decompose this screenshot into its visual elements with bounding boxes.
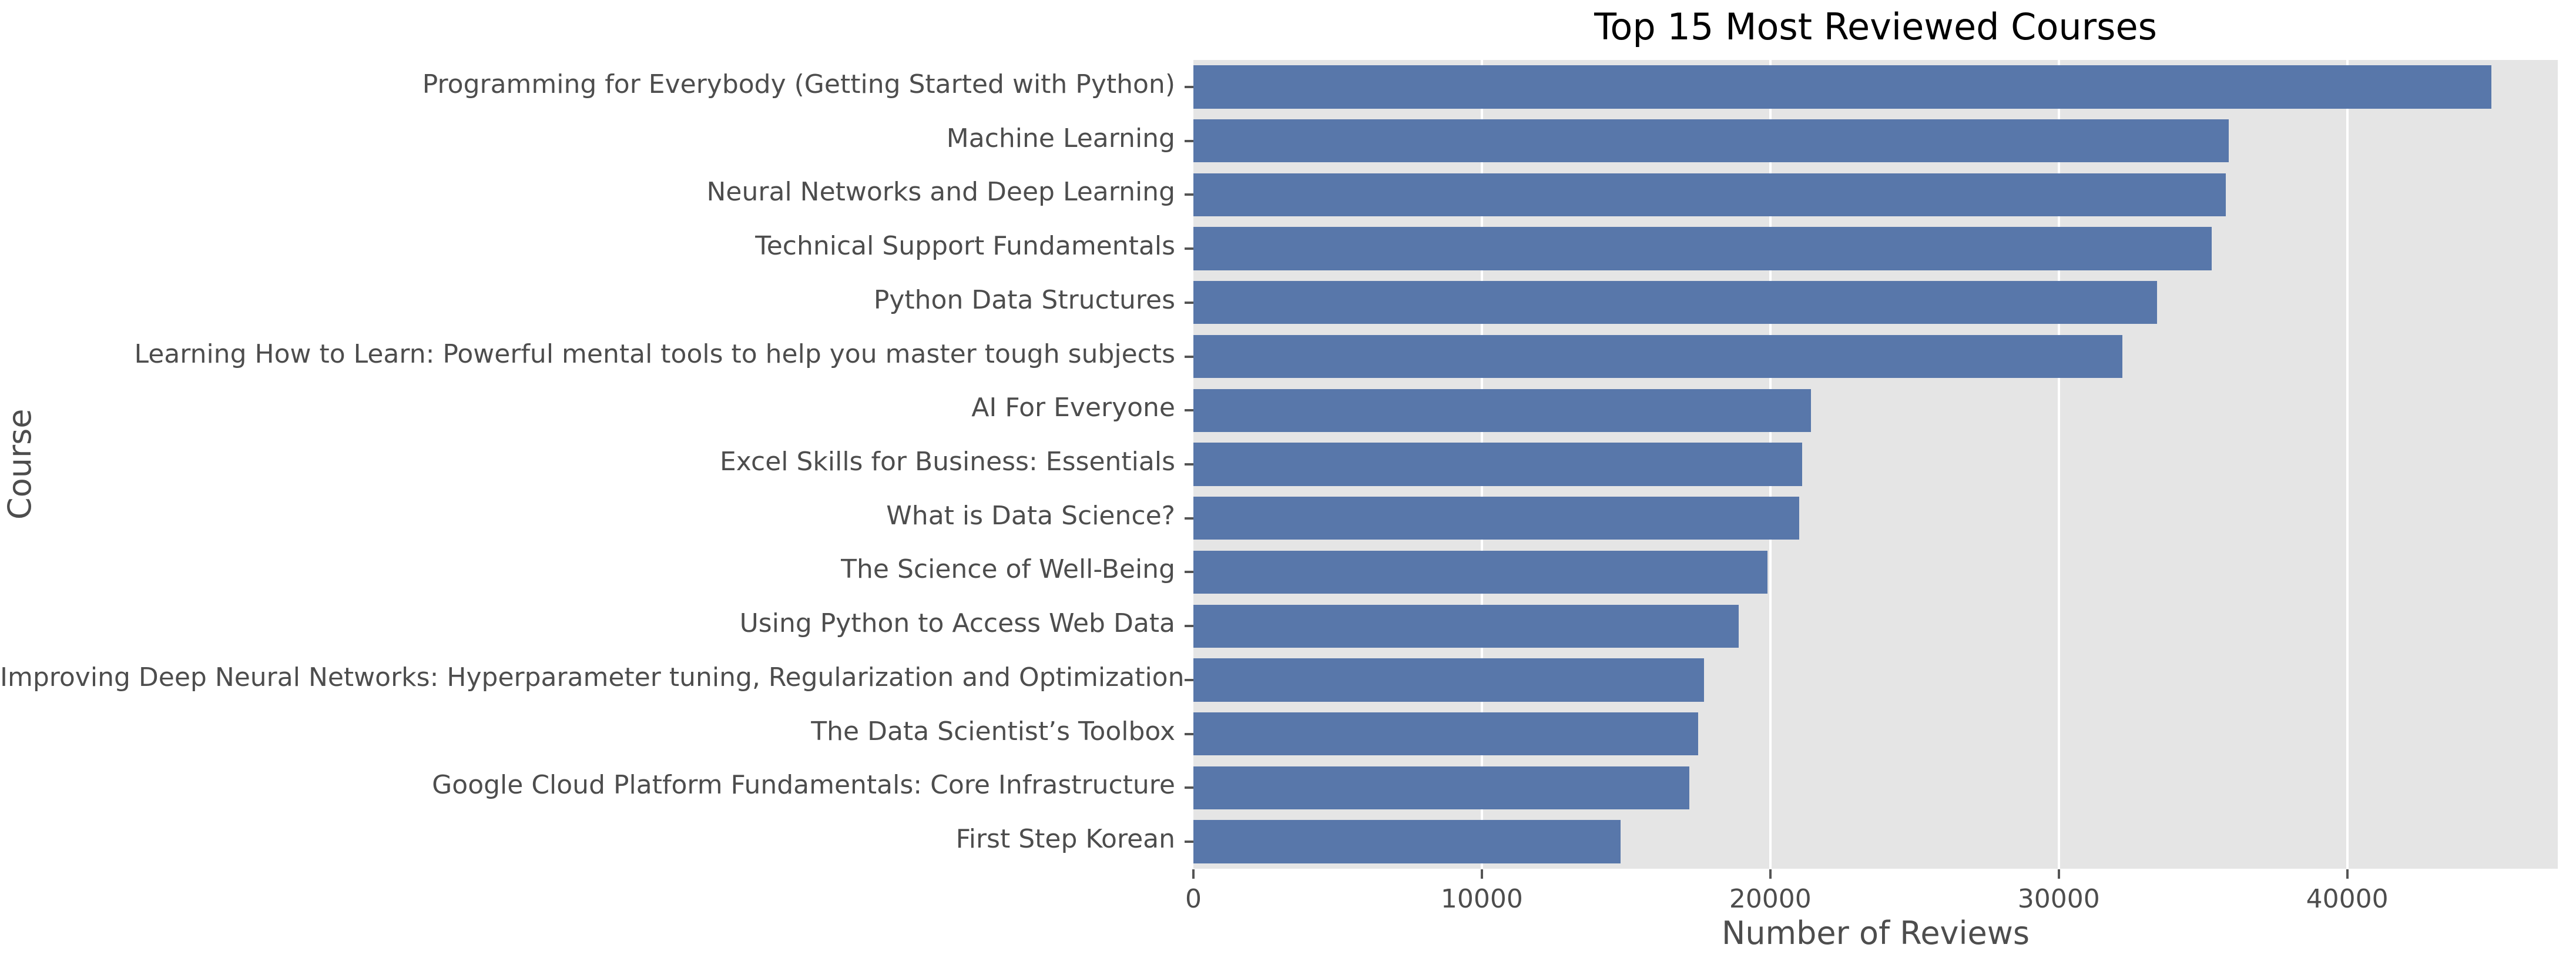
bar-row bbox=[1193, 815, 2558, 869]
bar-9 bbox=[1193, 497, 1799, 540]
y-tick-label: Google Cloud Platform Fundamentals: Core… bbox=[432, 770, 1175, 801]
bar-7 bbox=[1193, 389, 1811, 432]
bar-2 bbox=[1193, 119, 2229, 163]
y-tick-mark bbox=[1185, 678, 1193, 681]
chart-title: Top 15 Most Reviewed Courses bbox=[1594, 5, 2157, 48]
bar-row bbox=[1193, 653, 2558, 707]
bar-row bbox=[1193, 437, 2558, 491]
x-tick-label: 0 bbox=[1185, 884, 1202, 914]
bar-13 bbox=[1193, 712, 1699, 756]
bar-6 bbox=[1193, 334, 2122, 379]
y-tick-label: AI For Everyone bbox=[971, 393, 1175, 423]
bar-row bbox=[1193, 168, 2558, 222]
bar-8 bbox=[1193, 443, 1802, 486]
y-tick-mark bbox=[1185, 247, 1193, 250]
x-tick-label: 30000 bbox=[2017, 884, 2100, 914]
bar-row bbox=[1193, 60, 2558, 114]
y-tick-label: First Step Korean bbox=[955, 824, 1175, 855]
y-tick-mark bbox=[1185, 409, 1193, 412]
x-tick-label: 10000 bbox=[1440, 884, 1523, 914]
bar-row bbox=[1193, 707, 2558, 761]
y-tick-mark bbox=[1185, 625, 1193, 628]
bar-14 bbox=[1193, 766, 1690, 810]
y-tick-label: Improving Deep Neural Networks: Hyperpar… bbox=[0, 662, 1185, 692]
gridline-x-30000 bbox=[2057, 60, 2060, 869]
x-tick-mark bbox=[1769, 869, 1772, 879]
x-tick-mark bbox=[1192, 869, 1195, 879]
y-tick-label: Machine Learning bbox=[946, 123, 1175, 153]
y-tick-label: Technical Support Fundamentals bbox=[755, 231, 1175, 262]
bar-row bbox=[1193, 330, 2558, 384]
y-tick-mark bbox=[1185, 732, 1193, 735]
y-tick-mark bbox=[1185, 786, 1193, 789]
gridline-x-40000 bbox=[2346, 60, 2349, 869]
y-tick-label-area: Programming for Everybody (Getting Start… bbox=[0, 60, 1185, 869]
bar-row bbox=[1193, 222, 2558, 276]
y-tick-label: Learning How to Learn: Powerful mental t… bbox=[134, 339, 1175, 369]
bar-12 bbox=[1193, 658, 1704, 702]
x-tick-label: 20000 bbox=[1729, 884, 1812, 914]
bar-11 bbox=[1193, 604, 1739, 648]
y-tick-mark bbox=[1185, 517, 1193, 520]
y-tick-mark bbox=[1185, 463, 1193, 466]
x-tick-mark bbox=[1480, 869, 1483, 879]
bar-row bbox=[1193, 383, 2558, 437]
y-tick-mark bbox=[1185, 193, 1193, 196]
y-tick-label: Using Python to Access Web Data bbox=[739, 608, 1175, 639]
bar-row bbox=[1193, 276, 2558, 330]
bar-5 bbox=[1193, 281, 2157, 324]
y-tick-label: Neural Networks and Deep Learning bbox=[706, 177, 1175, 207]
y-tick-mark bbox=[1185, 139, 1193, 142]
x-tick-label: 40000 bbox=[2306, 884, 2389, 914]
y-tick-mark bbox=[1185, 85, 1193, 88]
x-axis-label: Number of Reviews bbox=[1721, 915, 2030, 952]
y-tick-mark bbox=[1185, 355, 1193, 358]
bar-row bbox=[1193, 599, 2558, 653]
bar-3 bbox=[1193, 173, 2226, 216]
bar-10 bbox=[1193, 550, 1767, 594]
y-tick-label: Excel Skills for Business: Essentials bbox=[719, 447, 1175, 477]
y-tick-label: What is Data Science? bbox=[886, 500, 1175, 531]
bar-1 bbox=[1193, 65, 2492, 109]
y-tick-label: Programming for Everybody (Getting Start… bbox=[422, 69, 1175, 99]
y-tick-mark bbox=[1185, 841, 1193, 843]
plot-area bbox=[1193, 60, 2558, 869]
y-tick-mark bbox=[1185, 571, 1193, 574]
y-tick-label: The Science of Well-Being bbox=[841, 554, 1175, 585]
y-tick-label: The Data Scientist’s Toolbox bbox=[811, 716, 1175, 746]
y-tick-label: Python Data Structures bbox=[873, 284, 1175, 315]
y-tick-mark bbox=[1185, 301, 1193, 304]
bar-row bbox=[1193, 761, 2558, 815]
bar-row bbox=[1193, 491, 2558, 545]
bar-row bbox=[1193, 545, 2558, 600]
bar-4 bbox=[1193, 227, 2212, 270]
x-tick-mark bbox=[2057, 869, 2060, 879]
bar-row bbox=[1193, 114, 2558, 168]
bar-15 bbox=[1193, 820, 1621, 863]
x-tick-mark bbox=[2346, 869, 2349, 879]
